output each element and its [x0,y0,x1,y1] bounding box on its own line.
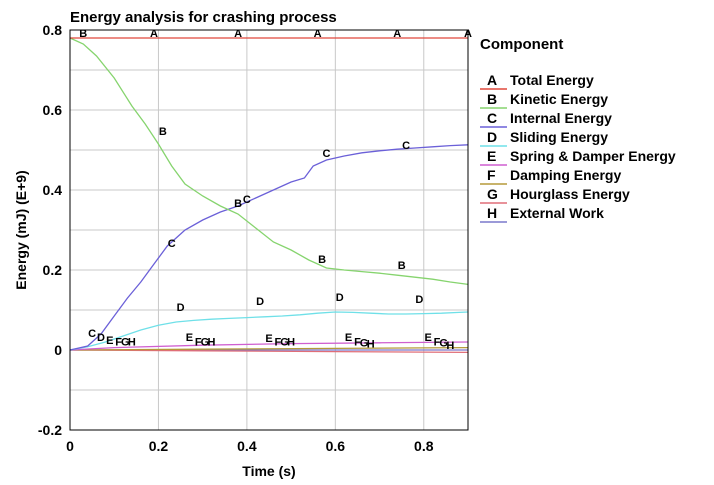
marker-G-2: G [280,336,289,348]
y-tick-label-5: 0.8 [43,22,63,38]
x-tick-label-4: 0.8 [414,438,434,454]
legend-letter-E: E [487,148,496,164]
marker-C-3: C [323,148,331,160]
marker-C-1: C [168,238,176,250]
legend-letter-D: D [487,129,497,145]
marker-E-2: E [265,333,272,345]
marker-G-3: G [360,338,369,350]
marker-B-4: B [398,260,406,272]
legend-label-E: Spring & Damper Energy [510,148,676,164]
plot-frame [69,29,469,431]
series-lines [69,37,469,354]
series-line-B [69,37,469,286]
x-tick-label-1: 0.2 [149,438,169,454]
marker-E-1: E [186,332,193,344]
x-axis-ticks: 0 0.2 0.4 0.6 0.8 [66,438,434,454]
legend-letter-B: B [487,91,497,107]
legend-letter-G: G [487,186,498,202]
marker-H-3: H [367,338,375,350]
marker-E-3: E [345,332,352,344]
marker-F-4: F [434,336,441,348]
marker-H-1: H [208,336,216,348]
chart-title: Energy analysis for crashing process [70,9,337,26]
legend-letter-F: F [487,167,496,183]
x-tick-label-0: 0 [66,438,74,454]
marker-H-2: H [287,336,295,348]
legend-letter-H: H [487,205,497,221]
marker-C-2: C [243,194,251,206]
y-tick-label-2: 0.2 [43,262,63,278]
legend-label-A: Total Energy [510,72,594,88]
series-line-E [69,341,469,351]
marker-H-0: H [128,336,136,348]
y-tick-label-0: -0.2 [38,422,62,438]
marker-A-1: A [234,28,242,40]
marker-D-3: D [336,292,344,304]
legend-label-D: Sliding Energy [510,129,608,145]
marker-A-0: A [150,28,158,40]
marker-G-0: G [121,336,130,348]
series-line-G [69,349,469,354]
legend-label-C: Internal Energy [510,110,612,126]
marker-F-0: F [115,336,122,348]
marker-B-2: B [234,198,242,210]
y-axis-label: Energy (mJ) (E+9) [13,170,29,289]
y-tick-label-4: 0.6 [43,102,63,118]
marker-D-2: D [256,296,264,308]
legend-letter-C: C [487,110,497,126]
series-line-D [69,311,469,351]
marker-G-4: G [439,338,448,350]
x-axis-label: Time (s) [242,463,295,479]
legend-title: Component [480,36,563,53]
marker-D-0: D [97,332,105,344]
x-tick-label-2: 0.4 [237,438,257,454]
x-tick-label-3: 0.6 [326,438,346,454]
marker-A-2: A [314,28,322,40]
marker-F-2: F [274,336,281,348]
grid-lines [70,30,468,430]
marker-D-4: D [415,294,423,306]
y-tick-label-1: 0 [54,342,62,358]
marker-E-4: E [425,332,432,344]
legend-letter-A: A [487,72,497,88]
marker-H-4: H [446,340,454,352]
marker-D-1: D [177,302,185,314]
marker-G-1: G [201,336,210,348]
marker-B-0: B [79,28,87,40]
legend: Component A Total Energy B Kinetic Energy C I… [480,36,676,223]
series-line-C [69,144,469,351]
y-axis-ticks: -0.2 0 0.2 0.4 0.6 0.8 [38,22,62,438]
marker-A-3: A [393,28,401,40]
legend-label-F: Damping Energy [510,167,621,183]
series-line-F [69,346,469,351]
marker-F-3: F [354,336,361,348]
legend-label-B: Kinetic Energy [510,91,608,107]
legend-label-G: Hourglass Energy [510,186,630,202]
marker-C-4: C [402,140,410,152]
marker-C-0: C [88,328,96,340]
legend-label-H: External Work [510,205,604,221]
marker-B-1: B [159,126,167,138]
marker-E-0: E [106,335,113,347]
marker-B-3: B [318,254,326,266]
marker-F-1: F [195,336,202,348]
y-tick-label-3: 0.4 [43,182,63,198]
